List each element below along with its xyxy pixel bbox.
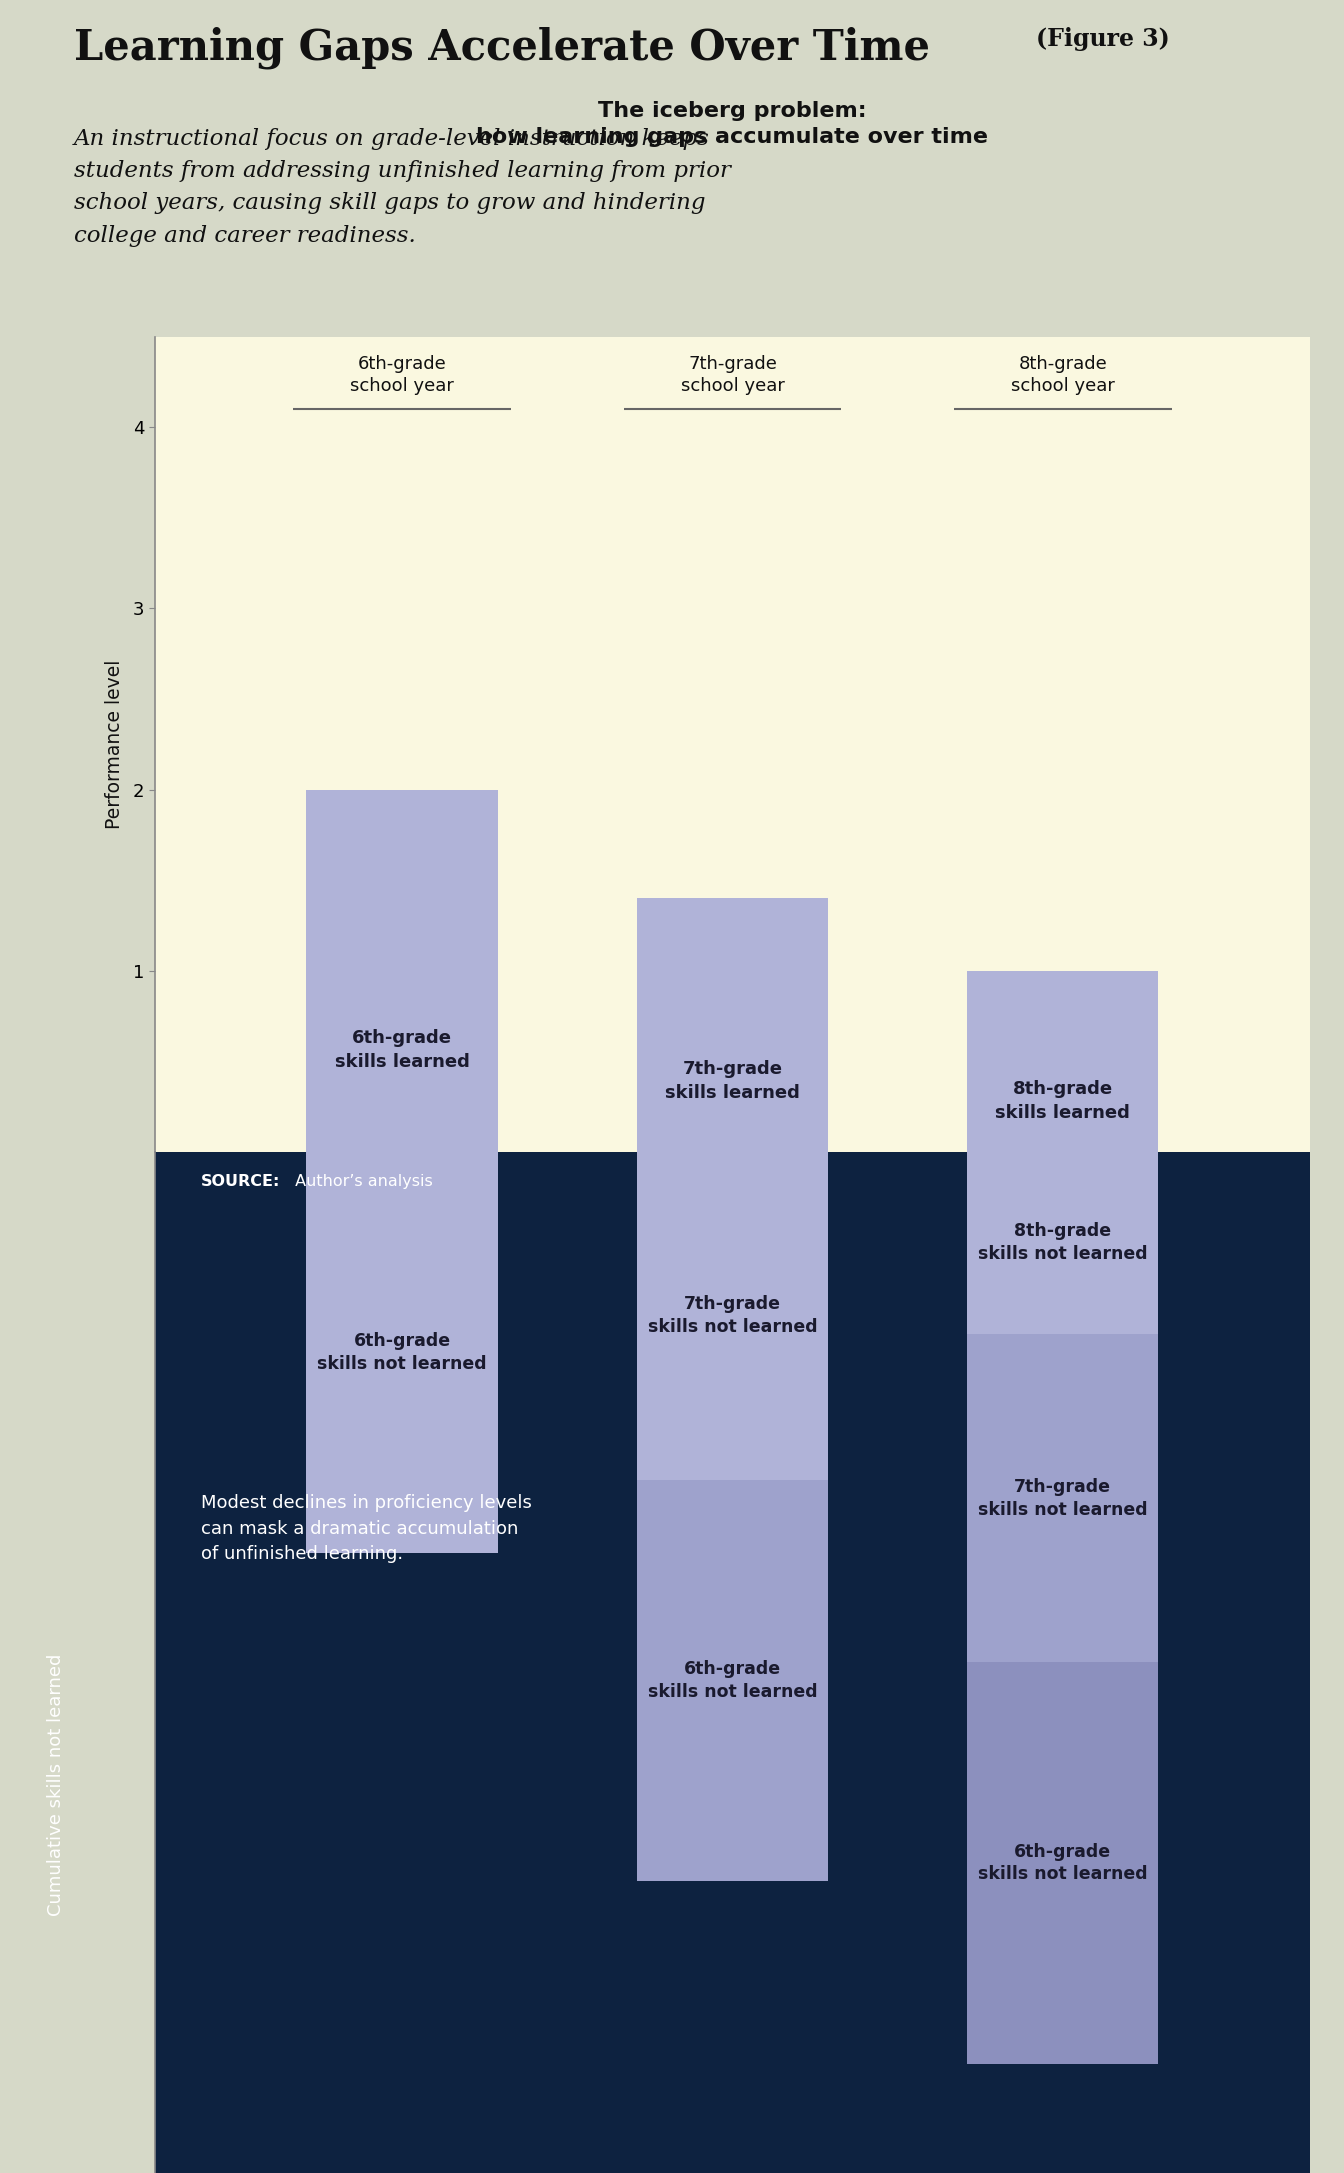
- Bar: [966, 971, 1159, 1152]
- Text: Cumulative skills not learned: Cumulative skills not learned: [47, 1654, 66, 1917]
- Bar: [966, 1152, 1159, 1334]
- Bar: [637, 1480, 828, 1882]
- Text: 6th-grade
skills not learned: 6th-grade skills not learned: [978, 1843, 1148, 1884]
- Text: The iceberg problem:
how learning gaps accumulate over time: The iceberg problem: how learning gaps a…: [477, 102, 988, 148]
- Text: 6th-grade
skills not learned: 6th-grade skills not learned: [648, 1660, 817, 1701]
- Bar: [966, 1334, 1159, 1662]
- Bar: [637, 1152, 828, 1480]
- Y-axis label: Performance level: Performance level: [105, 661, 124, 828]
- Text: SOURCE:: SOURCE:: [200, 1173, 280, 1189]
- Text: 8th-grade
skills not learned: 8th-grade skills not learned: [978, 1223, 1148, 1263]
- Text: Learning Gaps Accelerate Over Time: Learning Gaps Accelerate Over Time: [74, 26, 930, 70]
- Text: Modest declines in proficiency levels
can mask a dramatic accumulation
of unfini: Modest declines in proficiency levels ca…: [200, 1493, 532, 1562]
- Bar: [966, 1662, 1159, 2064]
- Text: 7th-grade
school year: 7th-grade school year: [680, 354, 785, 395]
- Bar: [637, 897, 828, 1152]
- Text: (Figure 3): (Figure 3): [1036, 26, 1171, 50]
- Bar: [306, 1152, 499, 1554]
- Text: 7th-grade
skills not learned: 7th-grade skills not learned: [648, 1295, 817, 1336]
- Bar: [306, 789, 499, 1152]
- Text: 6th-grade
skills learned: 6th-grade skills learned: [335, 1030, 469, 1071]
- Text: 8th-grade
skills learned: 8th-grade skills learned: [996, 1080, 1130, 1121]
- Text: Author’s analysis: Author’s analysis: [290, 1173, 433, 1189]
- Text: 6th-grade
school year: 6th-grade school year: [351, 354, 454, 395]
- Text: 7th-grade
skills learned: 7th-grade skills learned: [665, 1060, 800, 1102]
- Text: 6th-grade
skills not learned: 6th-grade skills not learned: [317, 1332, 487, 1373]
- Text: 7th-grade
skills not learned: 7th-grade skills not learned: [978, 1478, 1148, 1519]
- Text: 8th-grade
school year: 8th-grade school year: [1011, 354, 1114, 395]
- Text: An instructional focus on grade-level instruction keeps
students from addressing: An instructional focus on grade-level in…: [74, 128, 731, 246]
